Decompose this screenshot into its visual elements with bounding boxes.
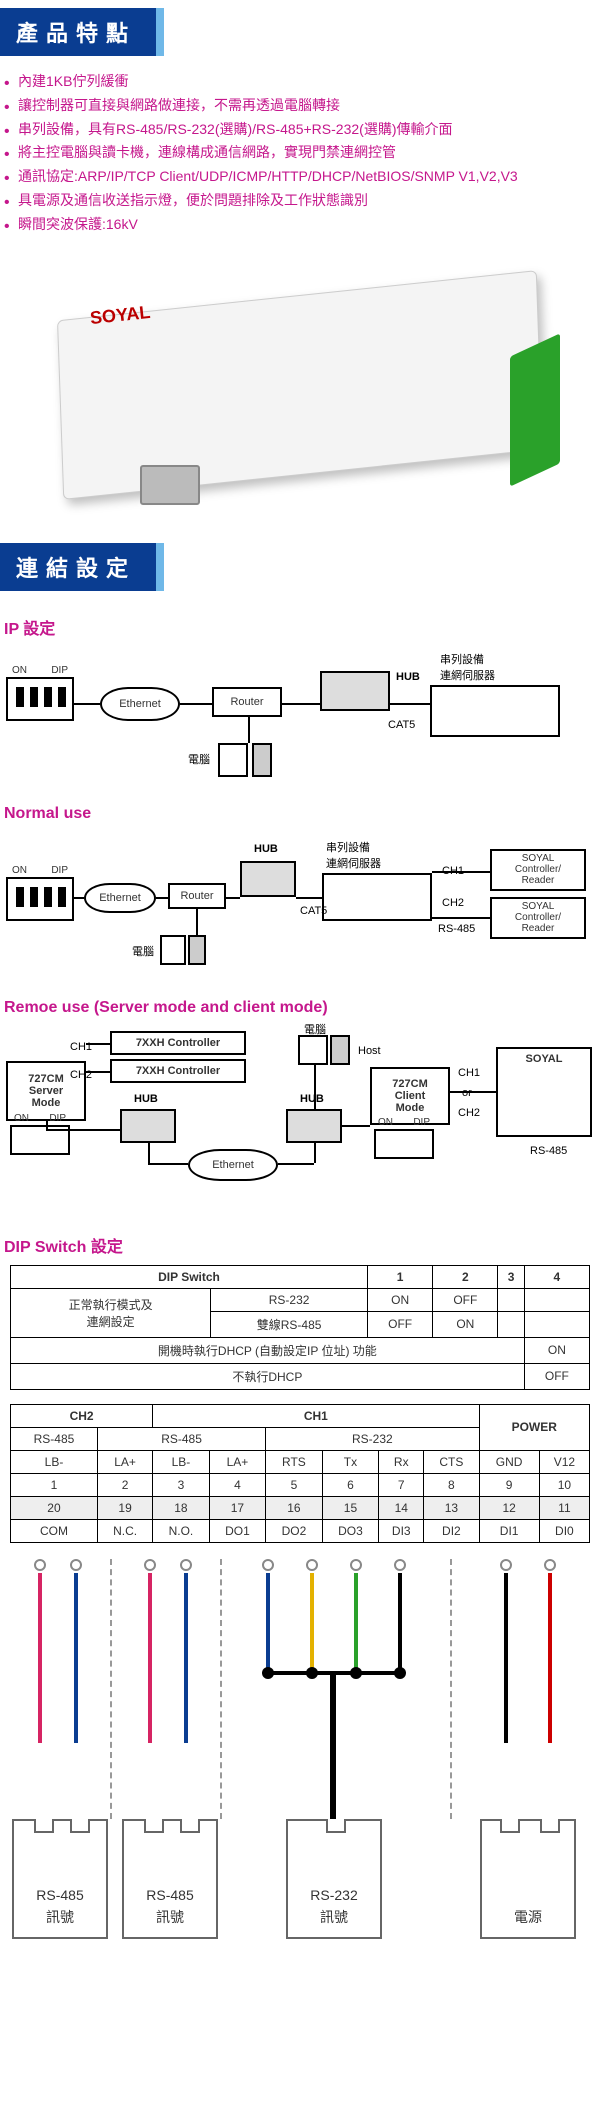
pc-tower bbox=[252, 743, 272, 777]
dip-rs485: 雙線RS-485 bbox=[211, 1311, 368, 1337]
dip-h1: DIP Switch bbox=[11, 1265, 368, 1288]
dip-c1: 1 bbox=[368, 1265, 433, 1288]
router-box: Router bbox=[212, 687, 282, 717]
section-header-features: 產品特點 bbox=[0, 8, 164, 56]
pin-row-nums-bot: 2019 1817 1615 1413 1211 bbox=[11, 1496, 590, 1519]
controller-box-1: 7XXH Controller bbox=[110, 1031, 246, 1055]
dip-title: DIP Switch 設定 bbox=[4, 1233, 600, 1257]
hub-label: HUB bbox=[134, 1093, 158, 1105]
section-header-link: 連結設定 bbox=[0, 543, 164, 591]
serial-label: 串列設備 連網伺服器 bbox=[326, 839, 381, 871]
ethernet-cloud: Ethernet bbox=[100, 687, 180, 721]
wire-v12 bbox=[548, 1573, 552, 1743]
wiring-diagram: RS-485 訊號 RS-485 訊號 RS-232 訊號 電源 bbox=[10, 1559, 590, 1939]
serial-label: 串列設備 連網伺服器 bbox=[440, 651, 495, 683]
pc-label: 電腦 bbox=[132, 943, 154, 959]
ch2-label: CH2 bbox=[442, 897, 464, 909]
serial-server-box bbox=[430, 685, 560, 737]
wire-lb bbox=[148, 1573, 152, 1743]
pin-row-io: COMN.C. N.O.DO1 DO2DO3 DI3DI2 DI1DI0 bbox=[11, 1519, 590, 1542]
rs485-label: RS-485 bbox=[438, 923, 475, 935]
dip-c2: 2 bbox=[433, 1265, 498, 1288]
product-illustration: SOYAL bbox=[20, 255, 580, 515]
wire-cts bbox=[398, 1573, 402, 1673]
normal-title: Normal use bbox=[4, 805, 600, 823]
ethernet-cloud: Ethernet bbox=[188, 1149, 278, 1181]
hub-label: HUB bbox=[396, 671, 420, 683]
dip-switch-icon: ON DIP bbox=[6, 877, 74, 921]
hub-label: HUB bbox=[254, 843, 278, 855]
hub-label: HUB bbox=[300, 1093, 324, 1105]
host-label: Host bbox=[358, 1045, 381, 1057]
dip-c3: 3 bbox=[498, 1265, 524, 1288]
normal-diagram: ON DIP Ethernet Router HUB 串列設備 連網伺服器 CA… bbox=[0, 831, 600, 981]
cat5-label: CAT5 bbox=[300, 905, 327, 917]
hub-box-1 bbox=[120, 1109, 176, 1143]
pin-table: CH2 CH1 POWER RS-485 RS-485 RS-232 LB-LA… bbox=[10, 1404, 590, 1543]
pc-label: 電腦 bbox=[188, 751, 210, 767]
dip-switch-icon: ON DIP bbox=[374, 1129, 434, 1159]
wire-lb bbox=[38, 1573, 42, 1743]
ip-title: IP 設定 bbox=[4, 615, 600, 639]
feature-item: 將主控電腦與讀卡機，連線構成通信網路，實現門禁連網控管 bbox=[0, 141, 600, 165]
controller-box-2: 7XXH Controller bbox=[110, 1059, 246, 1083]
wire-rts bbox=[266, 1573, 270, 1673]
pin-ch1: CH1 bbox=[153, 1404, 479, 1427]
wire-la bbox=[184, 1573, 188, 1743]
pin-row-labels: LB-LA+ LB-LA+ RTSTx RxCTS GNDV12 bbox=[11, 1450, 590, 1473]
pc-tower bbox=[188, 935, 206, 965]
feature-list: 內建1KB佇列緩衝 讓控制器可直接與網路做連接，不需再透過電腦轉接 串列設備，具… bbox=[0, 66, 600, 247]
pc-tower bbox=[330, 1035, 350, 1065]
reader-box-2: SOYAL Controller/ Reader bbox=[490, 897, 586, 939]
feature-item: 串列設備，具有RS-485/RS-232(選購)/RS-485+RS-232(選… bbox=[0, 118, 600, 142]
reader-box-1: SOYAL Controller/ Reader bbox=[490, 849, 586, 891]
remote-diagram: 727CM Server Mode ON DIP CH1 CH2 7XXH Co… bbox=[0, 1025, 600, 1215]
ip-diagram: ON DIP Ethernet Router HUB 串列設備 連網伺服器 CA… bbox=[0, 647, 600, 787]
feature-item: 通訊協定:ARP/IP/TCP Client/UDP/ICMP/HTTP/DHC… bbox=[0, 165, 600, 189]
pc-box bbox=[298, 1035, 328, 1065]
router-box: Router bbox=[168, 883, 226, 909]
wire-tx bbox=[310, 1573, 314, 1673]
dip-switch-icon: ON DIP bbox=[6, 677, 74, 721]
conn-rs485-2: RS-485 訊號 bbox=[122, 1819, 218, 1939]
hub-box bbox=[240, 861, 296, 897]
ethernet-cloud: Ethernet bbox=[84, 883, 156, 913]
pc-label: 電腦 bbox=[304, 1021, 326, 1037]
pin-power: POWER bbox=[479, 1404, 590, 1450]
pin-ch2: CH2 bbox=[11, 1404, 153, 1427]
wire-gnd bbox=[504, 1573, 508, 1743]
or-label: or bbox=[462, 1087, 472, 1099]
wire-rx bbox=[354, 1573, 358, 1673]
conn-rs485-1: RS-485 訊號 bbox=[12, 1819, 108, 1939]
dip-table: DIP Switch 1 2 3 4 正常執行模式及 連網設定 RS-232 O… bbox=[10, 1265, 590, 1390]
dip-dhcp-off: 不執行DHCP bbox=[11, 1363, 525, 1389]
serial-server-box bbox=[322, 873, 432, 921]
pc-box bbox=[218, 743, 248, 777]
dip-rs232: RS-232 bbox=[211, 1288, 368, 1311]
pin-row-nums-top: 12 34 56 78 910 bbox=[11, 1473, 590, 1496]
remote-title: Remoe use (Server mode and client mode) bbox=[4, 999, 600, 1017]
ch1-label: CH1 bbox=[458, 1067, 480, 1079]
feature-item: 讓控制器可直接與網路做連接，不需再透過電腦轉接 bbox=[0, 94, 600, 118]
rs485-label: RS-485 bbox=[530, 1145, 567, 1157]
ch2-label: CH2 bbox=[458, 1107, 480, 1119]
pc-box bbox=[160, 935, 186, 965]
dip-dhcp-on: 開機時執行DHCP (自動設定IP 位址) 功能 bbox=[11, 1337, 525, 1363]
wire-la bbox=[74, 1573, 78, 1743]
hub-box-2 bbox=[286, 1109, 342, 1143]
conn-rs232: RS-232 訊號 bbox=[286, 1819, 382, 1939]
dip-c4: 4 bbox=[524, 1265, 589, 1288]
feature-item: 內建1KB佇列緩衝 bbox=[0, 70, 600, 94]
soyal-box: SOYAL bbox=[496, 1047, 592, 1137]
feature-item: 具電源及通信收送指示燈，便於問題排除及工作狀態識別 bbox=[0, 189, 600, 213]
dip-mode-label: 正常執行模式及 連網設定 bbox=[11, 1288, 211, 1337]
conn-power: 電源 bbox=[480, 1819, 576, 1939]
feature-item: 瞬間突波保護:16kV bbox=[0, 213, 600, 237]
hub-box bbox=[320, 671, 390, 711]
cat5-label: CAT5 bbox=[388, 719, 415, 731]
